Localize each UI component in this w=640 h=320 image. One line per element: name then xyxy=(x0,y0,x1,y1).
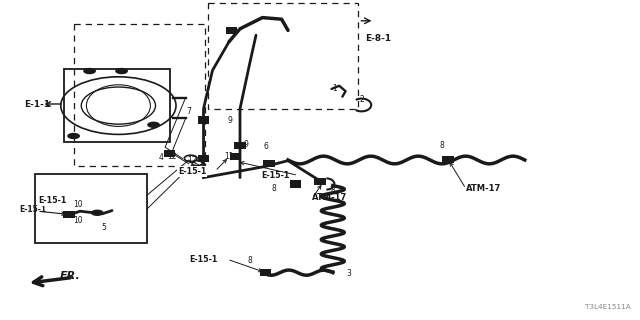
Text: 7: 7 xyxy=(186,107,191,116)
Text: E-8-1: E-8-1 xyxy=(365,34,391,43)
Circle shape xyxy=(147,122,160,128)
Text: 8: 8 xyxy=(271,184,276,193)
Text: 8: 8 xyxy=(439,141,444,150)
Text: E-15-1: E-15-1 xyxy=(261,171,289,180)
Text: 8: 8 xyxy=(330,186,335,195)
Text: 4: 4 xyxy=(159,153,164,162)
Bar xyxy=(290,180,301,188)
Text: E-15-1: E-15-1 xyxy=(38,196,67,205)
Circle shape xyxy=(67,133,80,139)
Text: FR.: FR. xyxy=(60,271,81,281)
Text: 9: 9 xyxy=(244,140,249,149)
Bar xyxy=(64,69,170,142)
Circle shape xyxy=(83,68,96,74)
Bar xyxy=(234,142,246,149)
Bar xyxy=(198,116,209,124)
Circle shape xyxy=(91,210,104,216)
Text: 3: 3 xyxy=(346,269,351,278)
Text: 11: 11 xyxy=(225,152,234,161)
Bar xyxy=(164,150,175,157)
Bar xyxy=(208,3,358,109)
Bar xyxy=(260,269,271,276)
Text: 12: 12 xyxy=(188,156,196,164)
Text: 9: 9 xyxy=(228,116,233,125)
Text: 5: 5 xyxy=(101,223,106,232)
Text: 10: 10 xyxy=(73,200,83,209)
Text: 6: 6 xyxy=(263,142,268,151)
Text: E-15-1: E-15-1 xyxy=(19,205,46,214)
Text: E-15-1: E-15-1 xyxy=(178,167,206,176)
Bar xyxy=(314,178,326,185)
Text: 8: 8 xyxy=(247,256,252,265)
Bar xyxy=(230,153,241,160)
Text: 12: 12 xyxy=(167,152,176,161)
Text: 2: 2 xyxy=(359,95,364,104)
Text: 10: 10 xyxy=(73,216,83,225)
Text: E-1-1: E-1-1 xyxy=(24,100,51,108)
Bar xyxy=(198,155,209,162)
Bar xyxy=(63,211,75,218)
Bar xyxy=(263,160,275,167)
Bar xyxy=(442,156,454,163)
Text: ATM-17: ATM-17 xyxy=(466,184,501,193)
Circle shape xyxy=(115,68,128,74)
Bar xyxy=(74,24,205,166)
Text: ATM-17: ATM-17 xyxy=(312,193,348,202)
Text: E-15-1: E-15-1 xyxy=(189,255,217,264)
Text: 1: 1 xyxy=(332,84,337,92)
Bar xyxy=(35,174,147,243)
Text: T3L4E1511A: T3L4E1511A xyxy=(585,304,630,310)
Bar xyxy=(226,27,237,34)
